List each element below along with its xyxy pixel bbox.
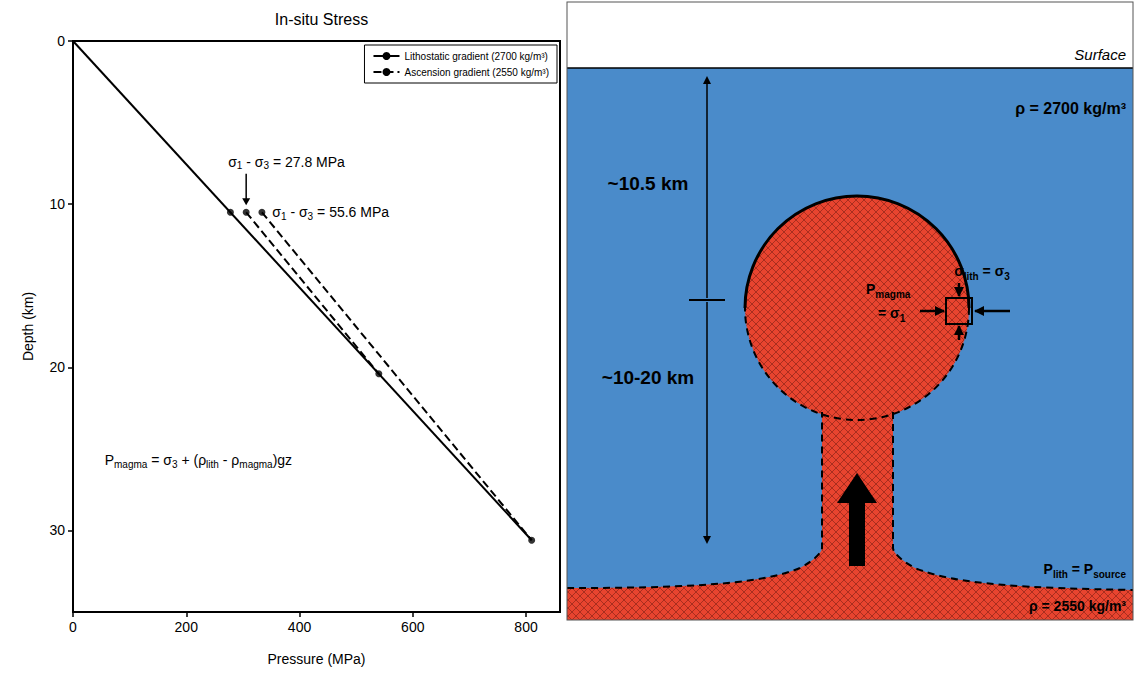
svg-text:ρ = 2700 kg/m³: ρ = 2700 kg/m³ xyxy=(1015,100,1126,117)
svg-text:= σ: = σ xyxy=(147,452,172,468)
svg-text:magma: magma xyxy=(239,459,273,470)
svg-text:Depth (km): Depth (km) xyxy=(20,292,36,361)
svg-text:- σ: - σ xyxy=(287,204,308,220)
svg-text:3: 3 xyxy=(172,458,178,470)
svg-text:lith: lith xyxy=(206,459,219,470)
svg-text:0: 0 xyxy=(57,33,65,49)
svg-text:= σ1: = σ1 xyxy=(878,305,906,324)
svg-text:3: 3 xyxy=(307,210,314,222)
svg-text:0: 0 xyxy=(69,619,77,635)
svg-text:In-situ Stress: In-situ Stress xyxy=(275,11,368,28)
svg-text:- ρ: - ρ xyxy=(219,452,239,468)
svg-text:+ (ρ: + (ρ xyxy=(178,452,207,468)
svg-text:magma: magma xyxy=(114,459,148,470)
svg-text:10: 10 xyxy=(49,196,65,212)
svg-text:20: 20 xyxy=(49,359,65,375)
svg-text:800: 800 xyxy=(514,619,538,635)
svg-text:Plith = Psource: Plith = Psource xyxy=(1044,561,1127,580)
svg-text:~10.5 km: ~10.5 km xyxy=(608,173,689,194)
svg-text:Lithostatic gradient (2700 kg/: Lithostatic gradient (2700 kg/m³) xyxy=(404,51,547,62)
svg-text:= 27.8 MPa: = 27.8 MPa xyxy=(269,154,345,170)
svg-text:Ascension gradient (2550 kg/m³: Ascension gradient (2550 kg/m³) xyxy=(404,67,549,78)
svg-text:Pressure (MPa): Pressure (MPa) xyxy=(267,651,365,667)
svg-text:1: 1 xyxy=(281,210,287,222)
svg-text:)gz: )gz xyxy=(273,452,292,468)
svg-text:σ: σ xyxy=(228,154,237,170)
svg-text:400: 400 xyxy=(288,619,312,635)
svg-text:Surface: Surface xyxy=(1074,46,1126,63)
svg-text:~10-20 km: ~10-20 km xyxy=(602,367,694,388)
svg-text:ρ = 2550 kg/m³: ρ = 2550 kg/m³ xyxy=(1029,598,1126,614)
svg-text:3: 3 xyxy=(263,160,269,172)
svg-text:600: 600 xyxy=(401,619,425,635)
svg-text:σlith = σ3: σlith = σ3 xyxy=(954,263,1010,282)
svg-text:- σ: - σ xyxy=(242,154,263,170)
svg-text:= 55.6 MPa: = 55.6 MPa xyxy=(313,204,389,220)
svg-text:P: P xyxy=(105,452,114,468)
svg-text:30: 30 xyxy=(49,522,65,538)
svg-text:σ: σ xyxy=(272,204,281,220)
svg-text:Pmagma: Pmagma xyxy=(866,281,911,300)
svg-text:1: 1 xyxy=(236,160,243,172)
svg-text:200: 200 xyxy=(175,619,199,635)
